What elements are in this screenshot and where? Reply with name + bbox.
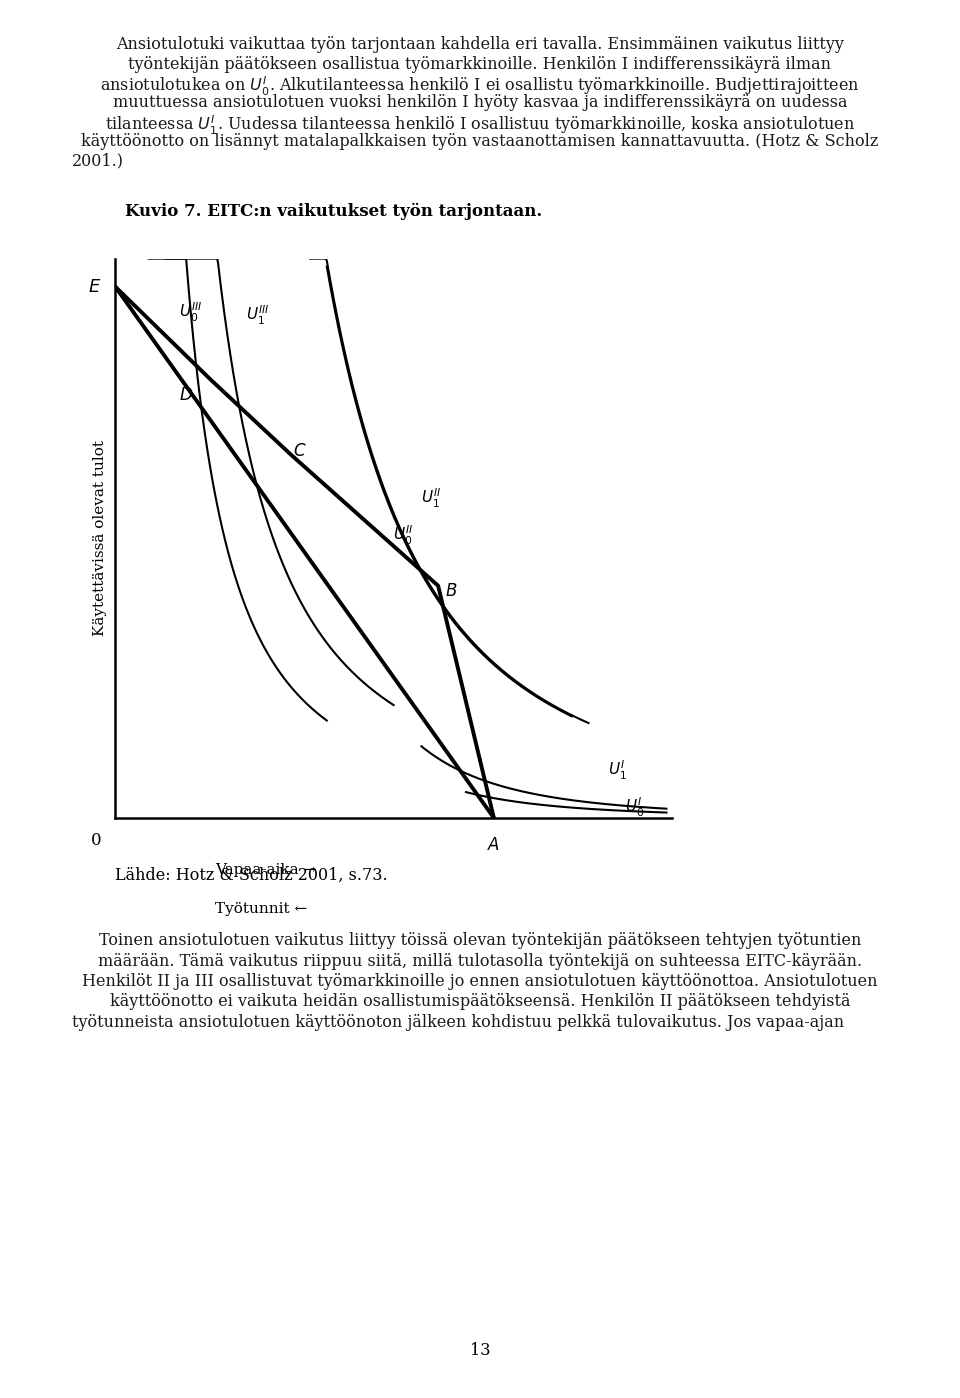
Text: käyttöönotto on lisännyt matalapalkkaisen työn vastaanottamisen kannattavuutta. : käyttöönotto on lisännyt matalapalkkaise… <box>82 133 878 150</box>
Text: $D$: $D$ <box>180 387 193 404</box>
Text: $E$: $E$ <box>88 278 101 295</box>
Text: $C$: $C$ <box>294 443 307 460</box>
Text: käyttöönotto ei vaikuta heidän osallistumispäätökseensä. Henkilön II päätökseen : käyttöönotto ei vaikuta heidän osallistu… <box>109 993 851 1011</box>
Text: $B$: $B$ <box>445 583 458 600</box>
Text: $U_1^I$: $U_1^I$ <box>608 759 627 783</box>
Text: Kuvio 7. EITC:n vaikutukset työn tarjontaan.: Kuvio 7. EITC:n vaikutukset työn tarjont… <box>125 203 542 219</box>
Text: Ansiotulotuki vaikuttaa työn tarjontaan kahdella eri tavalla. Ensimmäinen vaikut: Ansiotulotuki vaikuttaa työn tarjontaan … <box>116 36 844 53</box>
Text: 0: 0 <box>90 832 101 849</box>
Text: 13: 13 <box>469 1342 491 1359</box>
Text: $U_0^{III}$: $U_0^{III}$ <box>180 301 203 324</box>
Text: Työtunnit ←: Työtunnit ← <box>215 902 307 916</box>
Text: tilanteessa $U_1^I$. Uudessa tilanteessa henkilö I osallistuu työmarkkinoille, k: tilanteessa $U_1^I$. Uudessa tilanteessa… <box>105 113 855 137</box>
Text: $U_0^I$: $U_0^I$ <box>625 795 644 819</box>
Y-axis label: Käytettävissä olevat tulot: Käytettävissä olevat tulot <box>93 440 107 636</box>
Text: $A$: $A$ <box>488 837 500 854</box>
Text: $U_1^{III}$: $U_1^{III}$ <box>246 303 270 327</box>
Text: määrään. Tämä vaikutus riippuu siitä, millä tulotasolla työntekijä on suhteessa : määrään. Tämä vaikutus riippuu siitä, mi… <box>98 953 862 970</box>
Text: työtunneista ansiotulotuen käyttöönoton jälkeen kohdistuu pelkkä tulovaikutus. J: työtunneista ansiotulotuen käyttöönoton … <box>72 1014 844 1030</box>
Text: työntekijän päätökseen osallistua työmarkkinoille. Henkilön I indifferenssikäyrä: työntekijän päätökseen osallistua työmar… <box>129 56 831 73</box>
Text: $U_1^{II}$: $U_1^{II}$ <box>421 487 442 510</box>
Text: Henkilöt II ja III osallistuvat työmarkkinoille jo ennen ansiotulotuen käyttööno: Henkilöt II ja III osallistuvat työmarkk… <box>83 973 877 990</box>
Text: Toinen ansiotulotuen vaikutus liittyy töissä olevan työntekijän päätökseen tehty: Toinen ansiotulotuen vaikutus liittyy tö… <box>99 932 861 949</box>
Text: Lähde: Hotz & Scholz 2001, s.73.: Lähde: Hotz & Scholz 2001, s.73. <box>115 867 388 884</box>
Text: $U_0^{II}$: $U_0^{II}$ <box>393 523 413 547</box>
Text: Vapaa-aika →: Vapaa-aika → <box>215 863 317 877</box>
Text: muuttuessa ansiotulotuen vuoksi henkilön I hyöty kasvaa ja indifferenssikäyrä on: muuttuessa ansiotulotuen vuoksi henkilön… <box>112 94 848 112</box>
Text: ansiotulotukea on $U_0^I$. Alkutilanteessa henkilö I ei osallistu työmarkkinoill: ansiotulotukea on $U_0^I$. Alkutilantees… <box>100 75 860 98</box>
Text: 2001.): 2001.) <box>72 152 124 169</box>
